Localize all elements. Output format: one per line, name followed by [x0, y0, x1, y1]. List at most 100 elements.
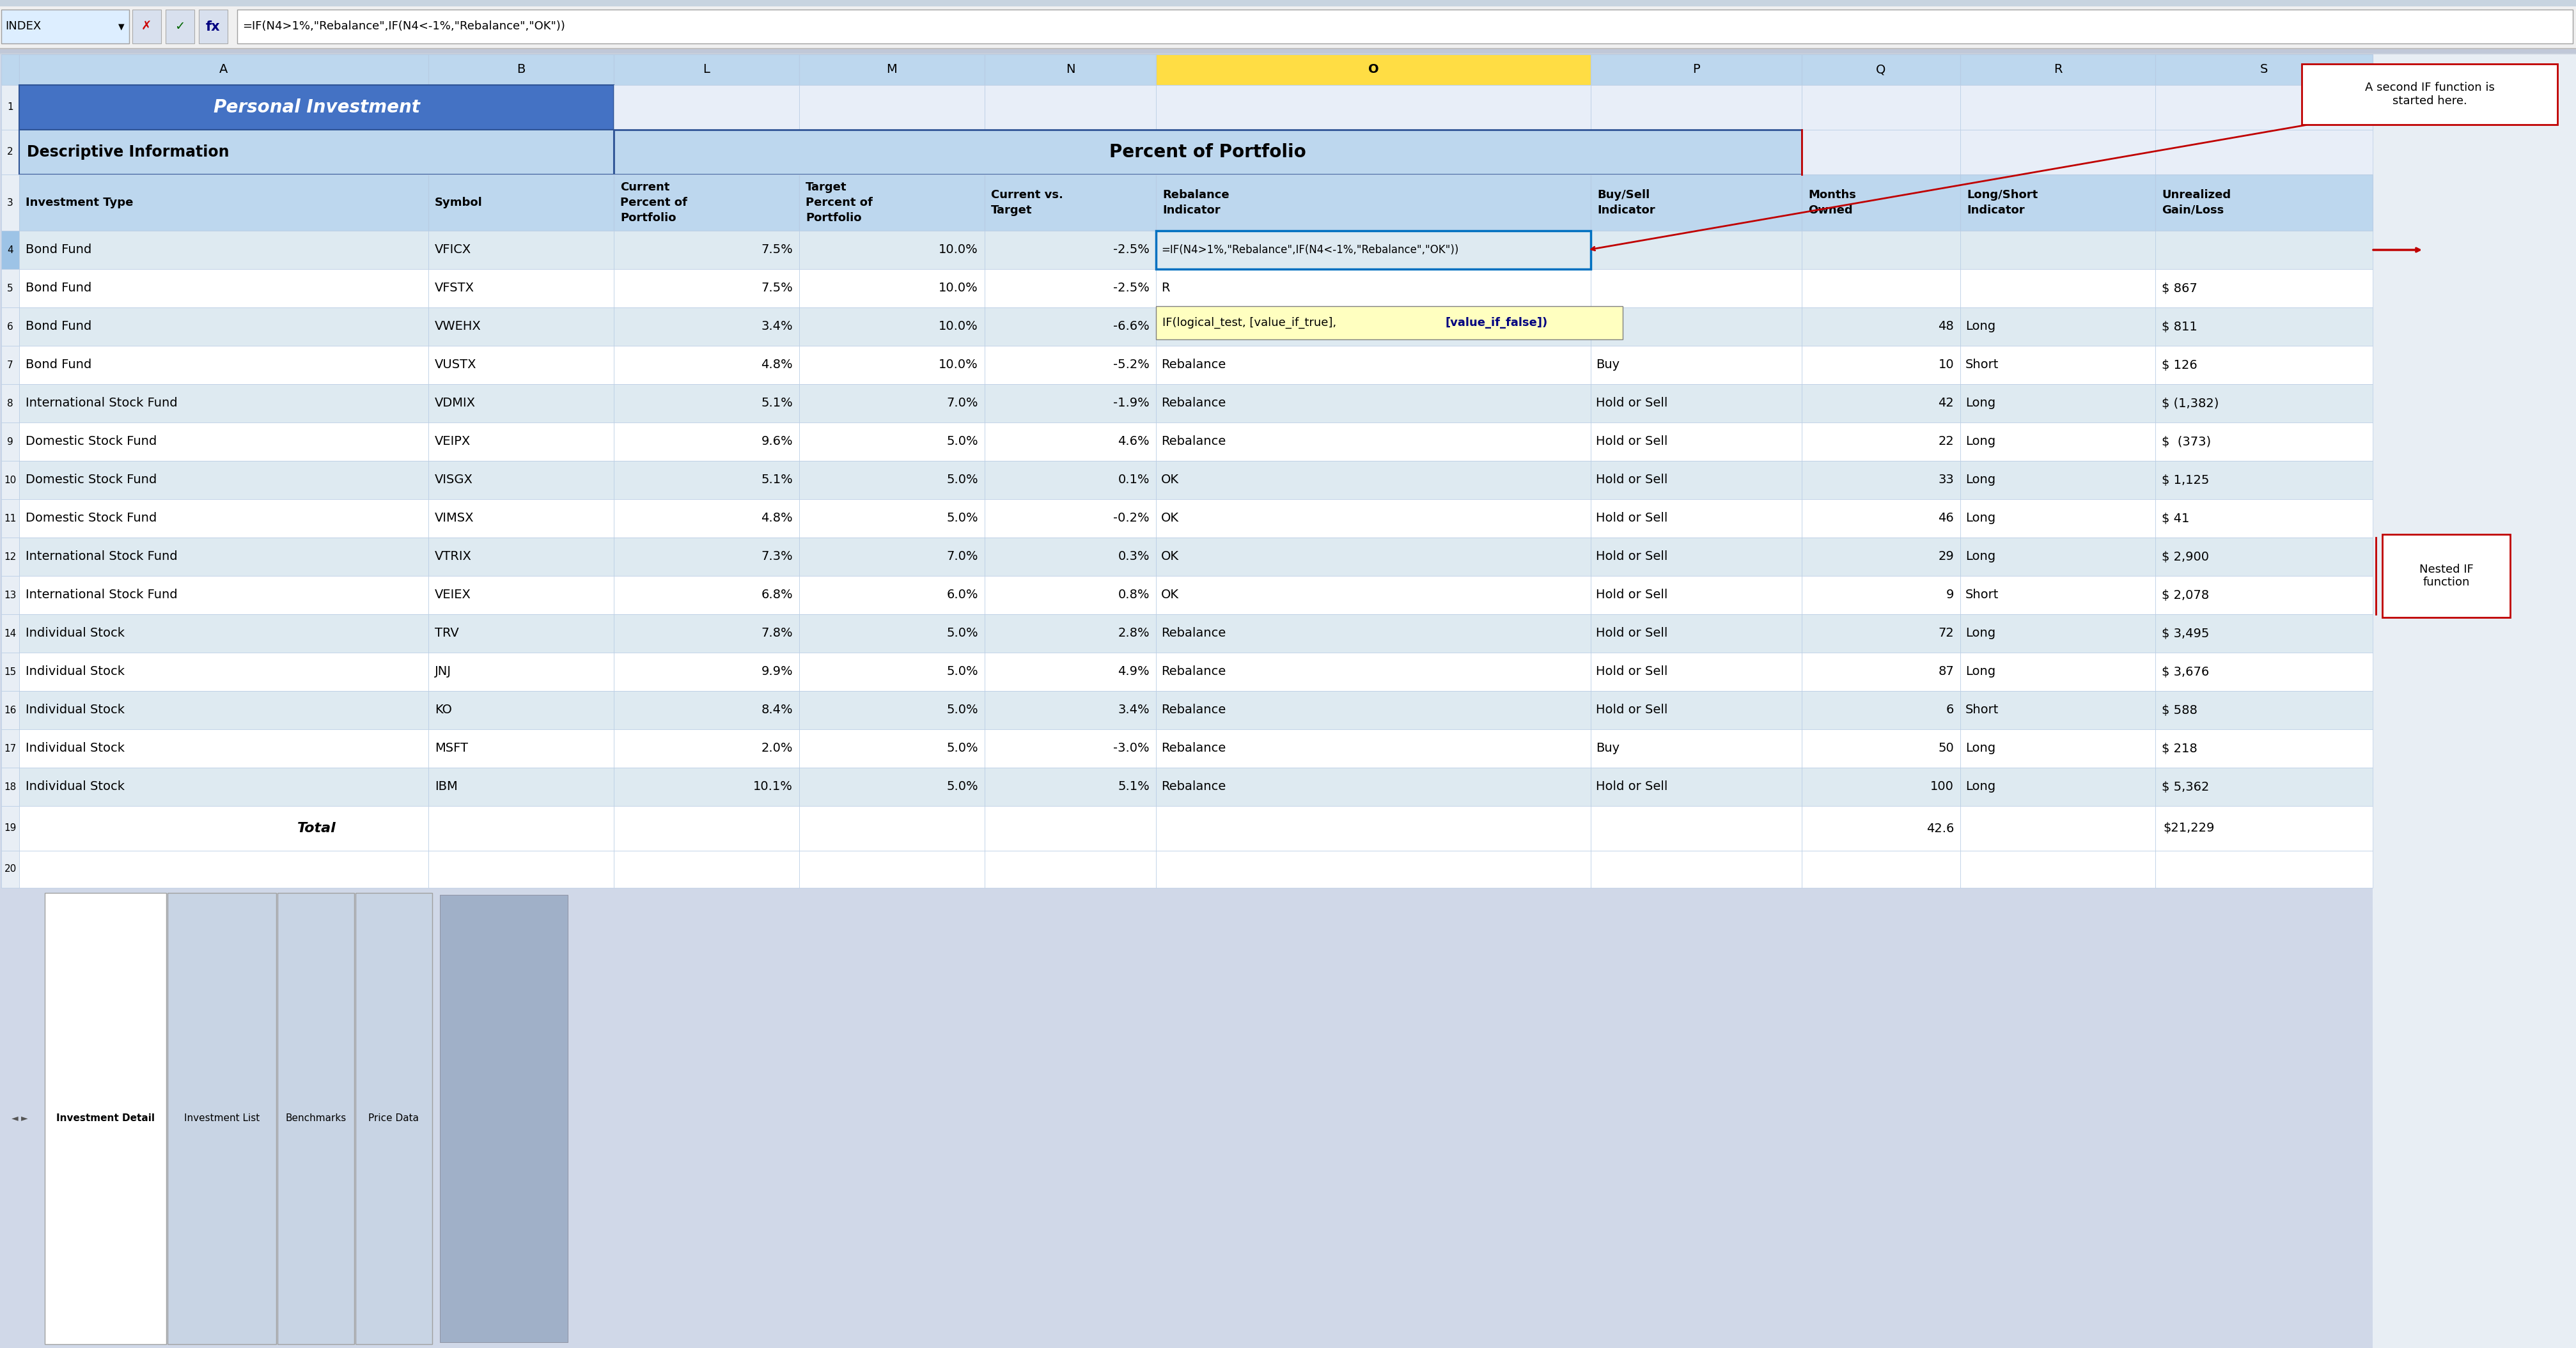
Text: 8.4%: 8.4% — [760, 704, 793, 716]
Text: Domestic Stock Fund: Domestic Stock Fund — [26, 435, 157, 448]
Text: International Stock Fund: International Stock Fund — [26, 398, 178, 410]
Text: Months
Owned: Months Owned — [1808, 189, 1855, 216]
Bar — [1801, 538, 1960, 576]
Text: 7.0%: 7.0% — [945, 398, 979, 410]
Text: $ 218: $ 218 — [2161, 743, 2197, 755]
Bar — [131, 9, 162, 43]
Text: TRV: TRV — [435, 627, 459, 639]
Text: 42.6: 42.6 — [1927, 822, 1955, 834]
Text: Hold or Sell: Hold or Sell — [1597, 666, 1667, 678]
Text: OK: OK — [1162, 512, 1180, 524]
Text: VWEHX: VWEHX — [435, 321, 482, 333]
Bar — [2156, 54, 2372, 85]
Bar — [613, 307, 799, 346]
Text: 22: 22 — [1937, 435, 1955, 448]
Bar — [1960, 499, 2156, 538]
Bar — [1801, 54, 1960, 85]
Bar — [440, 895, 567, 1343]
Text: 42: 42 — [1937, 398, 1955, 410]
Bar — [1592, 729, 1801, 767]
Bar — [0, 851, 18, 888]
Text: $ 126: $ 126 — [2161, 359, 2197, 371]
Bar — [1157, 306, 1623, 340]
Bar — [799, 729, 984, 767]
Bar — [278, 892, 355, 1344]
Bar — [2156, 538, 2372, 576]
Text: 10: 10 — [1937, 359, 1955, 371]
Text: 16: 16 — [5, 705, 15, 714]
Bar — [1592, 499, 1801, 538]
Bar — [799, 422, 984, 461]
Text: Price Data: Price Data — [368, 1113, 420, 1123]
Text: 3.4%: 3.4% — [760, 321, 793, 333]
Text: -3.0%: -3.0% — [1113, 743, 1149, 755]
Bar — [0, 7, 2576, 49]
Bar — [799, 851, 984, 888]
Bar — [18, 85, 613, 129]
Bar — [0, 767, 18, 806]
Text: Buy/Sell
Indicator: Buy/Sell Indicator — [1597, 189, 1654, 216]
Bar — [18, 461, 428, 499]
Text: 6.8%: 6.8% — [760, 589, 793, 601]
Text: 6: 6 — [8, 322, 13, 332]
Bar — [1801, 129, 1960, 174]
Bar — [984, 652, 1157, 692]
Text: INDEX: INDEX — [5, 20, 41, 32]
Bar — [613, 652, 799, 692]
Text: 7.5%: 7.5% — [760, 282, 793, 294]
Bar — [198, 9, 227, 43]
Text: VEIEX: VEIEX — [435, 589, 471, 601]
Bar — [1960, 806, 2156, 851]
Text: Hold or Sell: Hold or Sell — [1597, 704, 1667, 716]
Bar — [2156, 231, 2372, 270]
Text: -6.6%: -6.6% — [1113, 321, 1149, 333]
Text: 9: 9 — [1945, 589, 1955, 601]
Bar — [2156, 422, 2372, 461]
Bar — [355, 892, 433, 1344]
Text: Bond Fund: Bond Fund — [26, 244, 93, 256]
Bar — [799, 806, 984, 851]
Bar — [1960, 129, 2156, 174]
Bar — [167, 892, 276, 1344]
Bar — [984, 729, 1157, 767]
Text: VUSTX: VUSTX — [435, 359, 477, 371]
Bar — [1157, 231, 1592, 270]
Text: 5: 5 — [8, 283, 13, 293]
Bar — [0, 346, 18, 384]
Bar — [18, 576, 428, 615]
Text: 10.0%: 10.0% — [938, 282, 979, 294]
Bar — [1960, 729, 2156, 767]
Text: P: P — [1692, 63, 1700, 75]
Bar — [1801, 461, 1960, 499]
Text: A second IF function is
started here.: A second IF function is started here. — [2365, 82, 2494, 106]
Bar — [984, 499, 1157, 538]
Bar — [613, 422, 799, 461]
Text: 9.9%: 9.9% — [760, 666, 793, 678]
Bar — [984, 615, 1157, 652]
Bar — [799, 615, 984, 652]
Bar — [18, 615, 428, 652]
Text: Long: Long — [1965, 743, 1996, 755]
Bar — [1960, 461, 2156, 499]
Bar — [18, 54, 428, 85]
Bar — [428, 806, 613, 851]
Text: 5.0%: 5.0% — [945, 743, 979, 755]
Text: 15: 15 — [5, 667, 15, 677]
Text: A: A — [219, 63, 229, 75]
Bar — [0, 231, 18, 270]
Bar — [1592, 174, 1801, 231]
Bar — [2156, 615, 2372, 652]
Text: Benchmarks: Benchmarks — [286, 1113, 345, 1123]
Text: 5.0%: 5.0% — [945, 474, 979, 487]
Bar — [1960, 851, 2156, 888]
Bar — [984, 851, 1157, 888]
Text: Hold or Sell: Hold or Sell — [1597, 435, 1667, 448]
Text: $ 811: $ 811 — [2161, 321, 2197, 333]
Text: 50: 50 — [1937, 743, 1955, 755]
Bar — [613, 85, 799, 129]
Bar — [18, 307, 428, 346]
Text: Long: Long — [1965, 321, 1996, 333]
Bar — [1960, 767, 2156, 806]
Text: 2: 2 — [8, 147, 13, 156]
Bar — [613, 767, 799, 806]
